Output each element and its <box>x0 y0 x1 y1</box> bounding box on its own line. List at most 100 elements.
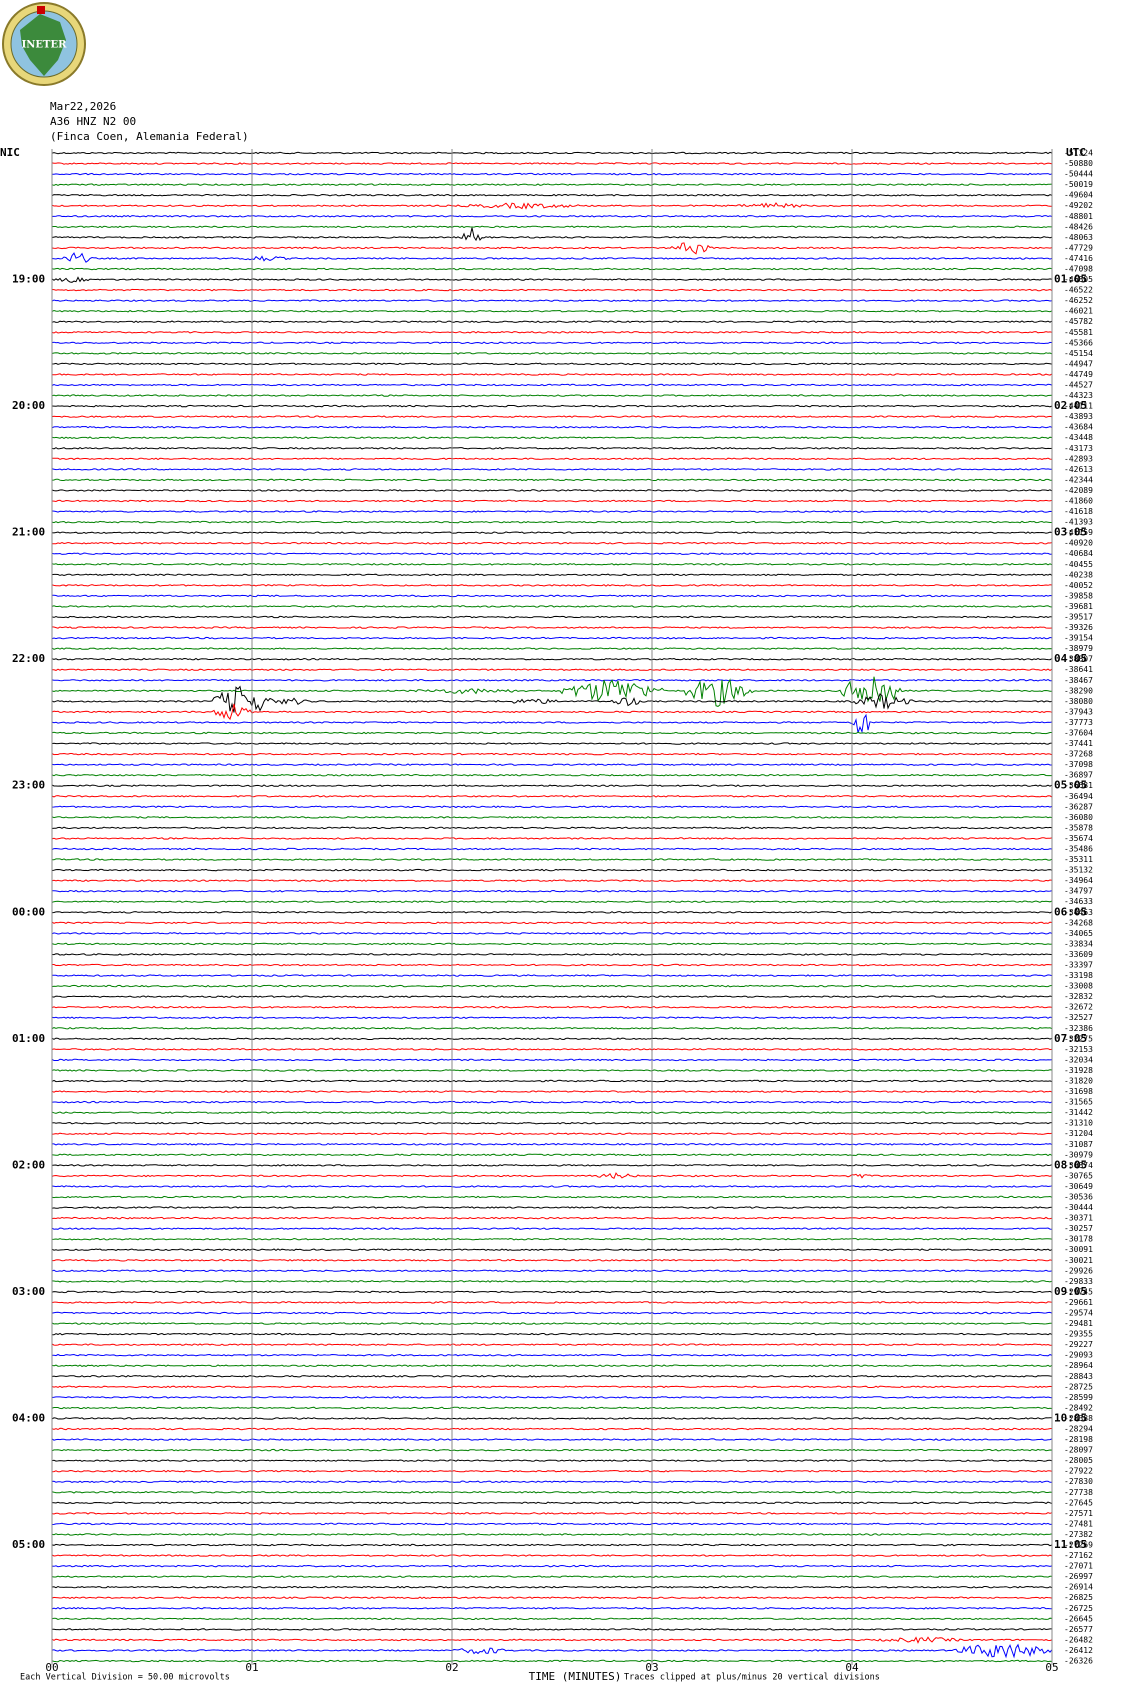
trace <box>51 227 1053 242</box>
trace-offset: -29355 <box>1064 1330 1093 1339</box>
trace <box>51 447 1053 450</box>
trace <box>51 242 1053 255</box>
trace <box>51 921 1053 925</box>
trace <box>51 1617 1053 1621</box>
trace-offset: -46252 <box>1064 296 1093 305</box>
location: (Finca Coen, Alemania Federal) <box>50 130 249 143</box>
x-tick-label: 04 <box>845 1661 859 1674</box>
trace-offset: -29227 <box>1064 1340 1093 1349</box>
utc-hour: 03:05 <box>1054 526 1087 539</box>
trace-offset: -27382 <box>1064 1530 1093 1539</box>
trace <box>51 1543 1053 1547</box>
trace-offset: -29745 <box>1064 1287 1093 1296</box>
trace-offset: -34633 <box>1064 897 1093 906</box>
trace-offset: -40684 <box>1064 549 1093 558</box>
trace <box>51 1090 1053 1093</box>
trace-offset: -39326 <box>1064 623 1093 632</box>
trace-offset: -30444 <box>1064 1203 1093 1212</box>
trace <box>51 1636 1053 1644</box>
trace <box>51 1322 1053 1325</box>
trace-offset: -36494 <box>1064 792 1093 801</box>
trace-offset: -26577 <box>1064 1625 1093 1634</box>
x-tick-label: 01 <box>245 1661 258 1674</box>
trace-offset: -40238 <box>1064 570 1093 579</box>
trace-offset: -39858 <box>1064 591 1093 600</box>
trace-offset: -29833 <box>1064 1277 1093 1286</box>
trace <box>51 1164 1053 1167</box>
trace <box>51 1628 1052 1631</box>
utc-hour: 07:05 <box>1054 1032 1087 1045</box>
trace-offset: -47098 <box>1064 265 1093 274</box>
trace <box>51 1596 1053 1599</box>
trace-offset: -28964 <box>1064 1361 1093 1370</box>
trace <box>51 1501 1053 1505</box>
trace-offset: -42893 <box>1064 454 1093 463</box>
trace <box>51 1427 1053 1431</box>
trace <box>51 1121 1053 1125</box>
trace <box>51 1172 1053 1180</box>
trace-offset: -34463 <box>1064 908 1093 917</box>
trace-offset: -32386 <box>1064 1024 1093 1033</box>
x-tick-label: 02 <box>445 1661 458 1674</box>
trace-offset: -37604 <box>1064 729 1093 738</box>
trace <box>51 1237 1053 1241</box>
trace-offset: -34065 <box>1064 929 1093 938</box>
trace-offset: -37943 <box>1064 707 1093 716</box>
trace <box>51 984 1053 988</box>
trace <box>51 1005 1053 1009</box>
trace-offset: -26725 <box>1064 1604 1093 1613</box>
trace <box>51 1058 1053 1062</box>
trace <box>51 331 1053 334</box>
trace-offset: -30021 <box>1064 1256 1093 1265</box>
trace-offset: -31310 <box>1064 1119 1093 1128</box>
trace-offset: -35674 <box>1064 834 1093 843</box>
trace-offset: -40052 <box>1064 581 1093 590</box>
trace-offset: -50019 <box>1064 180 1093 189</box>
trace <box>52 373 1053 376</box>
traces <box>51 151 1053 1663</box>
trace-offset: -27738 <box>1064 1488 1093 1497</box>
trace-offset: -40455 <box>1064 560 1093 569</box>
trace <box>51 276 1053 283</box>
trace <box>51 1079 1053 1083</box>
x-tick-label: 00 <box>45 1661 58 1674</box>
trace-offset: -45581 <box>1064 328 1093 337</box>
trace-offset: -48063 <box>1064 233 1093 242</box>
local-hour: 05:00 <box>12 1538 45 1551</box>
trace <box>51 605 1053 608</box>
trace-offset: -41393 <box>1064 518 1093 527</box>
trace <box>51 1385 1053 1389</box>
trace-offset: -35311 <box>1064 855 1093 864</box>
trace-offset: -41860 <box>1064 497 1093 506</box>
trace-offset: -40920 <box>1064 539 1093 548</box>
trace-offset: -37098 <box>1064 760 1093 769</box>
trace-offset: -36681 <box>1064 781 1093 790</box>
x-axis-label: TIME (MINUTES) <box>529 1670 622 1683</box>
trace-offset: -49202 <box>1064 201 1093 210</box>
trace <box>51 685 1053 713</box>
trace <box>51 1448 1053 1452</box>
trace-offset: -37441 <box>1064 739 1093 748</box>
trace <box>51 1048 1053 1051</box>
trace-offset: -26645 <box>1064 1614 1093 1623</box>
trace-offset: -48801 <box>1064 212 1093 221</box>
trace-offset: -44947 <box>1064 359 1093 368</box>
utc-hour: 11:05 <box>1054 1538 1087 1551</box>
trace <box>51 468 1053 471</box>
trace <box>51 713 1053 734</box>
trace-offset: -27830 <box>1064 1477 1093 1486</box>
trace-offset: -39154 <box>1064 634 1093 643</box>
trace-offset: -28492 <box>1064 1403 1093 1412</box>
trace-offset: -35878 <box>1064 823 1093 832</box>
trace-offset: -26412 <box>1064 1646 1093 1655</box>
trace-offset: -30874 <box>1064 1161 1093 1170</box>
trace <box>51 1522 1053 1526</box>
trace-offset: -38807 <box>1064 655 1093 664</box>
trace-offset: -33198 <box>1064 971 1093 980</box>
trace <box>51 974 1053 977</box>
trace <box>51 1195 1053 1199</box>
trace-offset: -26482 <box>1064 1635 1093 1644</box>
trace <box>51 1459 1053 1462</box>
trace-offset: -28388 <box>1064 1414 1093 1423</box>
trace <box>51 341 1053 345</box>
